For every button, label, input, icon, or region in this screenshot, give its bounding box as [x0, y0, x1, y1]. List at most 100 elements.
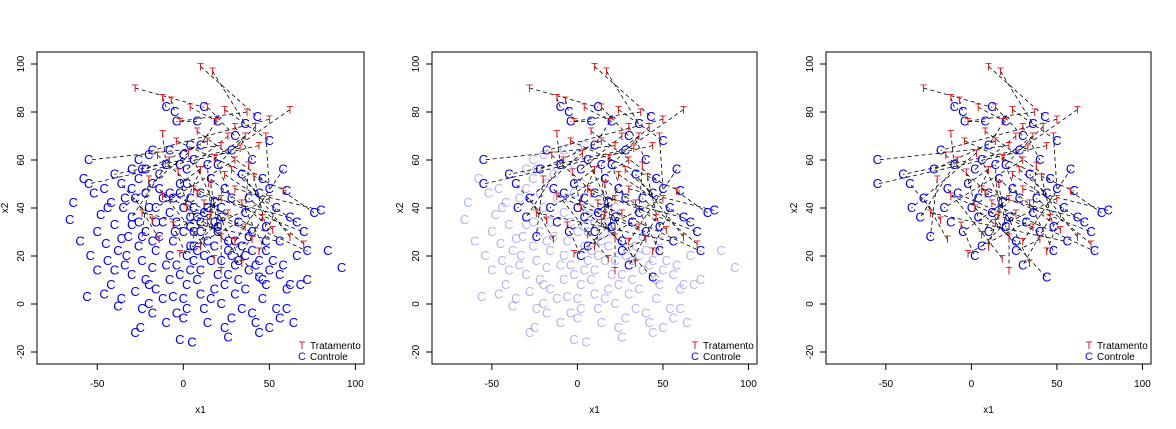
point-treatment: T	[204, 102, 211, 114]
point-control-matched: C	[299, 224, 308, 239]
legend: T Tratamento C Controle	[691, 340, 754, 363]
point-control-matched: C	[1008, 181, 1017, 196]
point-control-unmatched: C	[182, 277, 191, 292]
point-control-unmatched: C	[641, 243, 650, 258]
match-line	[950, 97, 955, 108]
point-control-unmatched: C	[590, 262, 599, 277]
point-control-unmatched: C	[566, 214, 575, 229]
point-control-unmatched: C	[86, 248, 95, 263]
point-treatment: T	[159, 129, 166, 141]
match-line	[618, 109, 664, 142]
point-control-matched: C	[607, 114, 616, 129]
point-control-unmatched: C	[614, 320, 623, 335]
point-control-matched: C	[1001, 157, 1010, 172]
point-control-unmatched: C	[130, 325, 139, 340]
point-control-unmatched: C	[223, 267, 232, 282]
match-line	[1032, 164, 1037, 213]
match-line	[998, 183, 1007, 228]
point-treatment: T	[954, 155, 961, 167]
x-tick-label: 50	[1051, 379, 1063, 390]
point-control-unmatched: C	[538, 296, 547, 311]
point-control-unmatched: C	[521, 181, 530, 196]
point-control-unmatched: C	[292, 248, 301, 263]
point-control-matched: C	[593, 99, 602, 114]
match-line	[176, 140, 287, 192]
point-treatment: T	[944, 234, 951, 246]
point-control-unmatched: C	[580, 238, 589, 253]
match-line	[570, 140, 681, 192]
point-control-matched: C	[1035, 152, 1044, 167]
point-control-unmatched: C	[175, 332, 184, 347]
point-control-unmatched: C	[124, 229, 133, 244]
point-control-matched: C	[247, 224, 256, 239]
match-line	[604, 178, 667, 230]
legend-label-treatment: Tratamento	[703, 341, 754, 352]
point-control-matched: C	[970, 248, 979, 263]
point-control-matched: C	[919, 190, 928, 205]
point-control-matched: C	[216, 210, 225, 225]
point-control-matched: C	[1062, 234, 1071, 249]
point-control-matched: C	[185, 190, 194, 205]
point-control-matched: C	[479, 176, 488, 191]
point-control-unmatched: C	[244, 229, 253, 244]
point-control-matched: C	[583, 238, 592, 253]
point-control-unmatched: C	[234, 272, 243, 287]
point-control-matched: C	[118, 200, 127, 215]
match-line	[525, 159, 565, 218]
point-control-matched: C	[672, 162, 681, 177]
point-treatment: T	[567, 136, 574, 148]
match-line	[652, 207, 671, 252]
point-treatment: T	[183, 203, 190, 215]
point-control-matched: C	[638, 190, 647, 205]
point-treatment: T	[995, 179, 1002, 191]
match-line	[253, 176, 267, 228]
point-treatment: T	[554, 93, 561, 105]
point-treatment: T	[211, 153, 218, 165]
point-control-unmatched: C	[216, 200, 225, 215]
point-control-unmatched: C	[210, 238, 219, 253]
point-control-matched: C	[1015, 190, 1024, 205]
point-treatment: T	[554, 129, 561, 141]
match-line	[1000, 70, 1034, 125]
point-control-unmatched: C	[549, 229, 558, 244]
point-treatment: T	[588, 189, 595, 201]
point-control-unmatched: C	[268, 253, 277, 268]
point-treatment: T	[601, 210, 608, 222]
y-tick-label: 60	[411, 154, 422, 166]
point-treatment: T	[1016, 165, 1023, 177]
point-control-unmatched: C	[93, 262, 102, 277]
point-treatment: T	[139, 208, 146, 220]
match-line	[529, 198, 554, 240]
point-control-unmatched: C	[672, 258, 681, 273]
point-control-unmatched: C	[655, 234, 664, 249]
point-control-matched: C	[1073, 210, 1082, 225]
point-control-matched: C	[244, 190, 253, 205]
point-control-matched: C	[607, 219, 616, 234]
point-control-unmatched: C	[179, 224, 188, 239]
point-control-unmatched: C	[148, 176, 157, 191]
point-control-unmatched: C	[675, 282, 684, 297]
point-control-unmatched: C	[213, 224, 222, 239]
point-control-matched: C	[254, 270, 263, 285]
point-control-unmatched: C	[562, 289, 571, 304]
match-line	[580, 135, 623, 170]
point-control-unmatched: C	[251, 258, 260, 273]
point-treatment: T	[159, 93, 166, 105]
point-control-matched: C	[987, 99, 996, 114]
match-line	[618, 174, 691, 223]
match-line	[962, 198, 1010, 233]
point-control-matched: C	[161, 99, 170, 114]
point-control-matched: C	[206, 171, 215, 186]
point-control-unmatched: C	[528, 152, 537, 167]
match-line	[529, 87, 599, 108]
point-treatment: T	[1038, 172, 1045, 184]
point-treatment: T	[228, 165, 235, 177]
point-control-unmatched: C	[179, 310, 188, 325]
match-line	[213, 157, 232, 199]
x-tick-label: 0	[181, 379, 187, 390]
point-control-unmatched: C	[192, 210, 201, 225]
match-line	[590, 193, 684, 218]
point-control-unmatched: C	[603, 214, 612, 229]
match-line	[984, 193, 1078, 218]
match-line	[960, 224, 976, 257]
